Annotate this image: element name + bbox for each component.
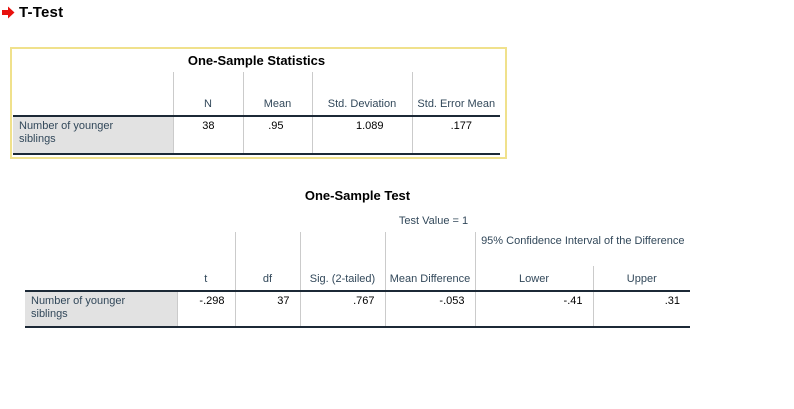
row-label-text: Number of younger siblings <box>19 120 114 145</box>
section-title: T-Test <box>19 4 64 21</box>
test-data-row: Number of younger siblings -.298 37 .767… <box>25 291 691 328</box>
statistics-header-row: N Mean Std. Deviation Std. Error Mean <box>13 72 500 117</box>
value-cell-lower: -.41 <box>474 291 593 328</box>
column-header-std-deviation: Std. Deviation <box>311 72 412 117</box>
row-label: Number of younger siblings <box>25 291 177 328</box>
red-arrow-marker-icon <box>2 6 15 19</box>
statistics-data-row: Number of younger siblings 38 .95 1.089 … <box>13 116 500 155</box>
column-header-n: N <box>172 72 243 117</box>
statistics-table-title: One-Sample Statistics <box>187 53 326 68</box>
row-label-text: Number of younger siblings <box>31 295 126 320</box>
column-header-mean-difference: Mean Difference <box>384 232 475 292</box>
blank-cell <box>25 232 177 292</box>
column-header-df: df <box>234 232 300 292</box>
value-cell-t: -.298 <box>176 291 235 328</box>
one-sample-statistics-object[interactable]: One-Sample Statistics N Mean Std. Deviat… <box>10 47 507 159</box>
value-cell-upper: .31 <box>592 291 691 328</box>
value-cell-mean-difference: -.053 <box>384 291 475 328</box>
value-cell-std-deviation: 1.089 <box>311 116 412 155</box>
value-cell-mean: .95 <box>242 116 312 155</box>
spanning-header-confidence-interval: 95% Confidence Interval of the Differenc… <box>474 232 691 266</box>
corner-cell <box>13 72 173 117</box>
value-cell-df: 37 <box>234 291 300 328</box>
column-header-lower: Lower <box>474 266 593 292</box>
column-header-std-error-mean: Std. Error Mean <box>411 72 500 117</box>
test-table-title: One-Sample Test <box>304 188 411 203</box>
one-sample-statistics-table: N Mean Std. Deviation Std. Error Mean Nu… <box>13 72 500 155</box>
column-header-upper: Upper <box>592 266 691 292</box>
test-header-row: t df Sig. (2-tailed) Mean Difference 95%… <box>25 232 691 292</box>
output-section-heading: T-Test <box>2 4 63 21</box>
column-header-mean: Mean <box>242 72 312 117</box>
value-cell-std-error-mean: .177 <box>411 116 500 155</box>
test-subheader-row: Lower Upper <box>25 266 691 292</box>
one-sample-test-table: Test Value = 1 t df Sig. (2-tailed) Mean… <box>25 209 691 328</box>
column-header-sig-2-tailed: Sig. (2-tailed) <box>299 232 385 292</box>
blank-cell <box>25 209 177 232</box>
test-spanner-row: Test Value = 1 <box>25 209 690 232</box>
value-cell-n: 38 <box>172 116 243 155</box>
one-sample-test-object[interactable]: One-Sample Test Test Value = 1 t df Sig.… <box>25 188 691 328</box>
value-cell-sig: .767 <box>299 291 385 328</box>
column-header-t: t <box>177 232 235 292</box>
spanning-header-test-value: Test Value = 1 <box>398 215 469 227</box>
row-label: Number of younger siblings <box>13 116 173 155</box>
